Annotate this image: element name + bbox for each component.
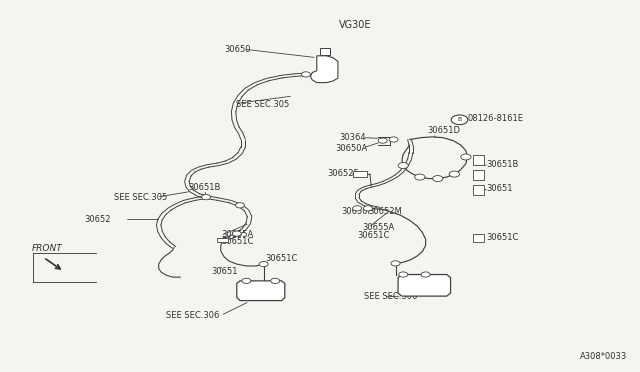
Text: SEE SEC.306: SEE SEC.306 — [166, 311, 220, 320]
Text: 30652F: 30652F — [328, 169, 359, 178]
Text: 30651: 30651 — [211, 267, 237, 276]
Text: B: B — [458, 117, 461, 122]
Bar — [473, 170, 484, 180]
Text: SEE SEC.306: SEE SEC.306 — [364, 292, 417, 301]
Bar — [473, 234, 484, 242]
Circle shape — [389, 137, 398, 142]
Polygon shape — [398, 275, 451, 296]
Text: 30650A: 30650A — [335, 144, 367, 153]
Text: 30364: 30364 — [339, 133, 366, 142]
Circle shape — [421, 272, 430, 277]
Circle shape — [461, 154, 471, 160]
Text: SEE SEC.305: SEE SEC.305 — [236, 100, 289, 109]
Circle shape — [236, 203, 244, 208]
Circle shape — [301, 72, 310, 77]
Circle shape — [259, 262, 268, 267]
Circle shape — [232, 231, 241, 236]
Bar — [473, 185, 484, 195]
Circle shape — [391, 261, 400, 266]
Text: 30651D: 30651D — [428, 126, 461, 135]
Text: SEE SEC.305: SEE SEC.305 — [114, 193, 167, 202]
Circle shape — [451, 115, 468, 125]
Circle shape — [202, 195, 211, 200]
Circle shape — [399, 272, 408, 277]
Text: 30651C: 30651C — [266, 254, 298, 263]
Text: VG30E: VG30E — [339, 20, 372, 30]
Circle shape — [398, 163, 408, 169]
Text: 30655A: 30655A — [362, 223, 394, 232]
Circle shape — [364, 206, 372, 211]
Text: 30652M: 30652M — [369, 207, 403, 216]
Text: 30651C: 30651C — [221, 237, 253, 246]
Text: 30651B: 30651B — [188, 183, 221, 192]
Text: 30655A: 30655A — [221, 230, 253, 239]
Circle shape — [242, 278, 251, 283]
Text: 30650F: 30650F — [342, 207, 373, 216]
Text: 30650: 30650 — [224, 45, 250, 54]
Circle shape — [449, 171, 460, 177]
Text: 30651C: 30651C — [486, 233, 519, 242]
Circle shape — [378, 138, 387, 143]
Polygon shape — [320, 48, 330, 55]
Circle shape — [271, 278, 280, 283]
Bar — [353, 171, 367, 177]
Text: 30651: 30651 — [486, 185, 513, 193]
Text: FRONT: FRONT — [32, 244, 63, 253]
Polygon shape — [310, 56, 338, 83]
Circle shape — [433, 176, 443, 182]
Bar — [473, 155, 484, 165]
Text: 30651C: 30651C — [357, 231, 390, 240]
Bar — [217, 238, 228, 242]
Text: 08126-8161E: 08126-8161E — [467, 114, 524, 123]
Text: 30652: 30652 — [84, 215, 111, 224]
Circle shape — [353, 206, 362, 211]
Text: 30651B: 30651B — [486, 160, 519, 169]
Circle shape — [415, 174, 425, 180]
Text: A308*0033: A308*0033 — [580, 352, 627, 361]
Polygon shape — [237, 281, 285, 301]
